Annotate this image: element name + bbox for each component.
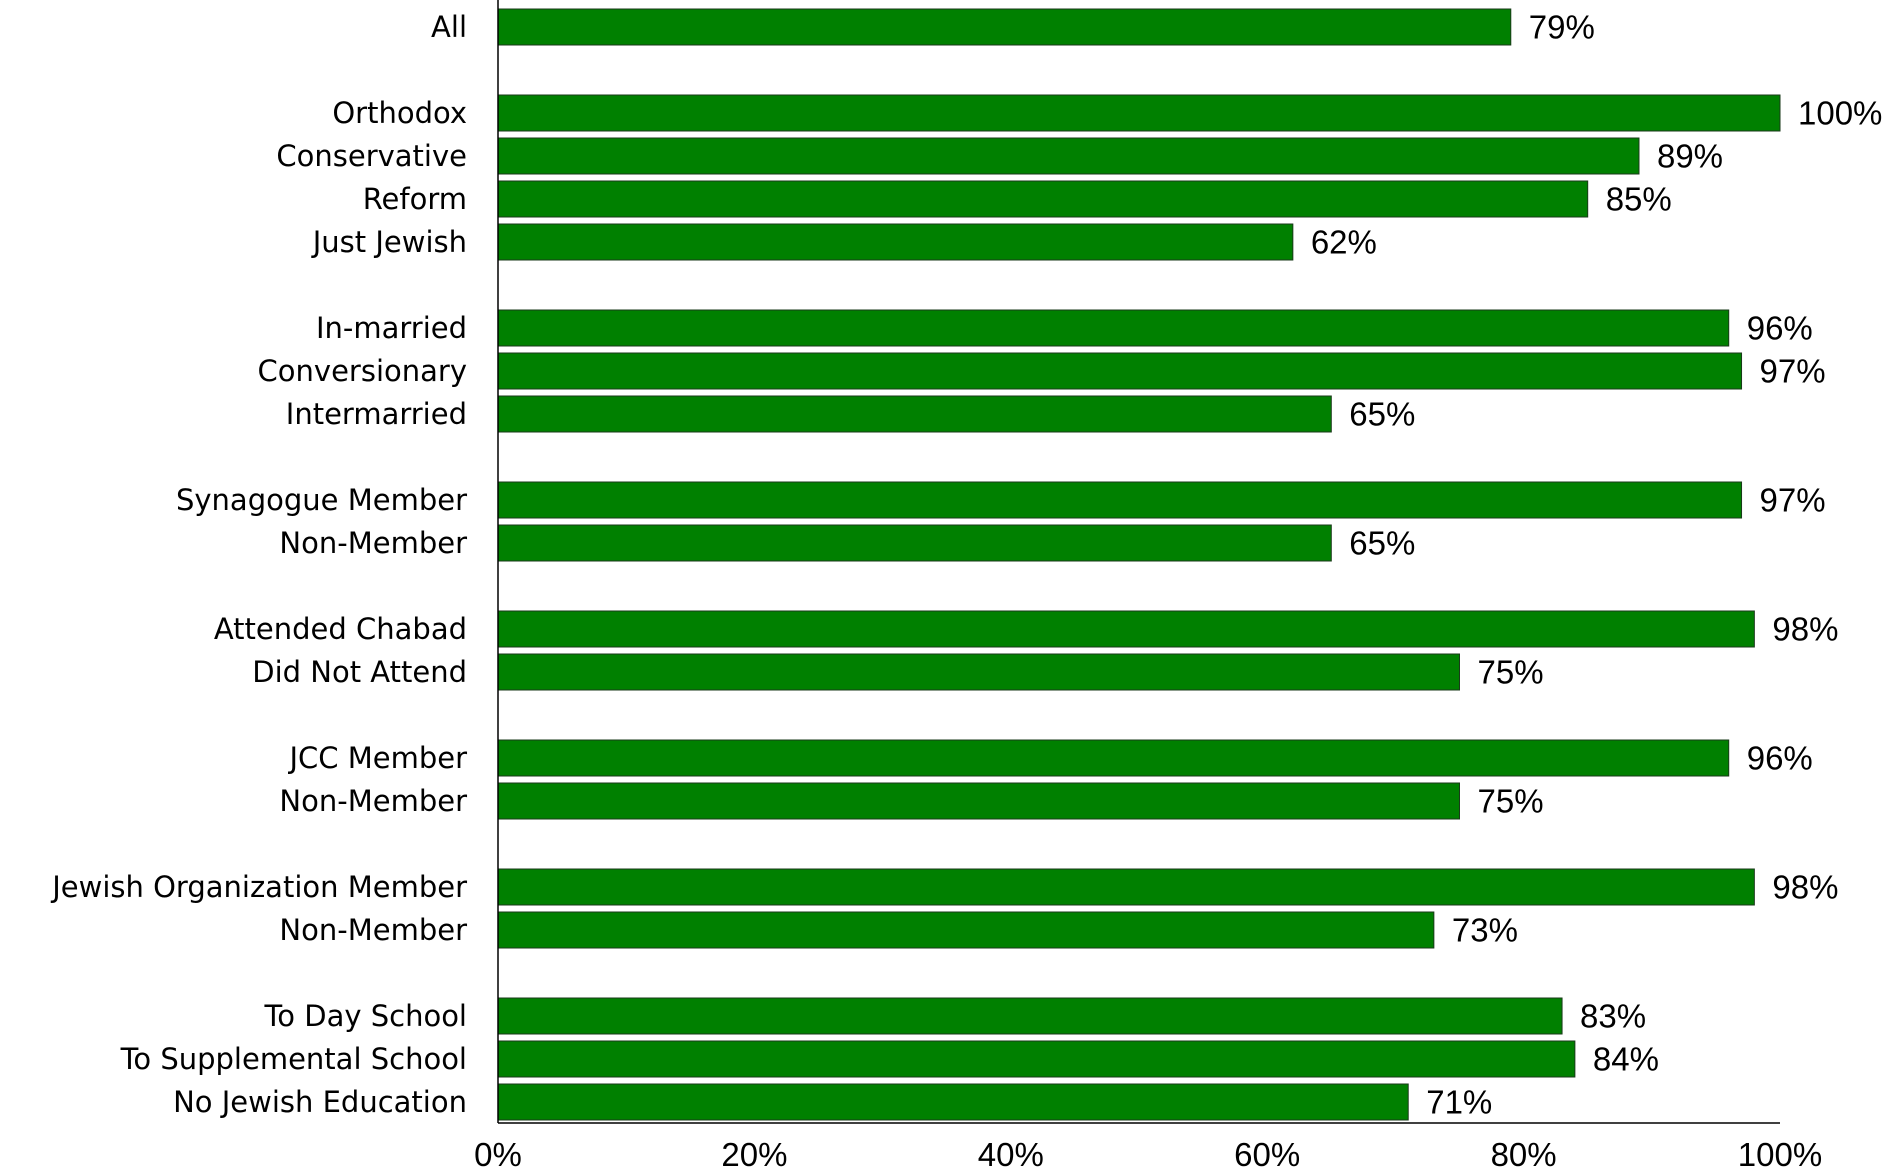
category-label: Intermarried <box>286 397 467 431</box>
data-label: 97% <box>1760 353 1826 390</box>
category-label: JCC Member <box>287 741 467 775</box>
bar <box>497 911 1435 949</box>
bar <box>497 1040 1576 1078</box>
x-tick-label: 100% <box>1738 1136 1822 1171</box>
bar <box>497 524 1332 562</box>
data-label: 98% <box>1772 611 1838 648</box>
bar <box>497 137 1640 175</box>
data-label: 73% <box>1452 912 1518 949</box>
x-tick-label: 60% <box>1234 1136 1300 1171</box>
category-label: Non-Member <box>279 526 467 560</box>
data-label: 62% <box>1311 224 1377 261</box>
category-label: Non-Member <box>279 913 467 947</box>
category-label: To Day School <box>263 999 467 1033</box>
category-label: Non-Member <box>279 784 467 818</box>
data-label: 96% <box>1747 740 1813 777</box>
bar <box>497 8 1512 46</box>
data-label: 85% <box>1606 181 1672 218</box>
category-label: Did Not Attend <box>252 655 467 689</box>
axes: 0% 20% 40% 60% 80% 100% <box>474 0 1822 1171</box>
bar <box>497 481 1743 519</box>
data-label: 75% <box>1478 654 1544 691</box>
x-tick-label: 80% <box>1491 1136 1557 1171</box>
data-label: 98% <box>1772 869 1838 906</box>
data-label: 100% <box>1798 95 1882 132</box>
bar <box>497 997 1563 1035</box>
data-label: 65% <box>1349 525 1415 562</box>
data-label: 97% <box>1760 482 1826 519</box>
data-label: 83% <box>1580 998 1646 1035</box>
bar <box>497 782 1460 820</box>
category-label: In-married <box>316 311 467 345</box>
bar <box>497 352 1743 390</box>
category-label: Orthodox <box>332 96 467 130</box>
bar <box>497 868 1755 906</box>
data-label: 79% <box>1529 9 1595 46</box>
bar <box>497 610 1755 648</box>
bar <box>497 1083 1409 1121</box>
value-labels: 79% 100% 89% 85% 62% 96% 97% 65% 97% 65% 98% 75% 96%… <box>1311 9 1883 1121</box>
category-label: All <box>431 10 467 44</box>
category-label: Conservative <box>276 139 467 173</box>
x-tick-label: 40% <box>978 1136 1044 1171</box>
category-labels: All Orthodox Conservative Reform Just Jewish… <box>50 10 467 1119</box>
category-label: Jewish Organization Member <box>50 870 467 904</box>
data-label: 89% <box>1657 138 1723 175</box>
bar <box>497 739 1730 777</box>
category-label: No Jewish Education <box>173 1085 467 1119</box>
x-tick-label: 0% <box>474 1136 522 1171</box>
category-label: To Supplemental School <box>120 1042 467 1076</box>
category-label: Just Jewish <box>311 225 467 259</box>
x-tick-label: 20% <box>721 1136 787 1171</box>
bars-layer <box>497 8 1781 1121</box>
bar <box>497 94 1781 132</box>
bar <box>497 180 1589 218</box>
data-label: 75% <box>1478 783 1544 820</box>
bar <box>497 223 1294 261</box>
data-label: 65% <box>1349 396 1415 433</box>
category-label: Conversionary <box>258 354 467 388</box>
data-label: 84% <box>1593 1041 1659 1078</box>
bar <box>497 309 1730 347</box>
data-label: 71% <box>1426 1084 1492 1121</box>
category-label: Synagogue Member <box>176 483 467 517</box>
category-label: Reform <box>363 182 467 216</box>
category-label: Attended Chabad <box>214 612 467 646</box>
data-label: 96% <box>1747 310 1813 347</box>
bar <box>497 653 1460 691</box>
bar <box>497 395 1332 433</box>
